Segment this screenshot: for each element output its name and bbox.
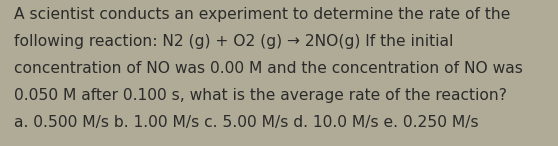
Text: following reaction: N2 (g) + O2 (g) → 2NO(g) If the initial: following reaction: N2 (g) + O2 (g) → 2N… xyxy=(14,34,453,49)
Text: A scientist conducts an experiment to determine the rate of the: A scientist conducts an experiment to de… xyxy=(14,7,511,22)
Text: a. 0.500 M/s b. 1.00 M/s c. 5.00 M/s d. 10.0 M/s e. 0.250 M/s: a. 0.500 M/s b. 1.00 M/s c. 5.00 M/s d. … xyxy=(14,115,479,130)
Text: concentration of NO was 0.00 M and the concentration of NO was: concentration of NO was 0.00 M and the c… xyxy=(14,61,523,76)
Text: 0.050 M after 0.100 s, what is the average rate of the reaction?: 0.050 M after 0.100 s, what is the avera… xyxy=(14,88,507,103)
